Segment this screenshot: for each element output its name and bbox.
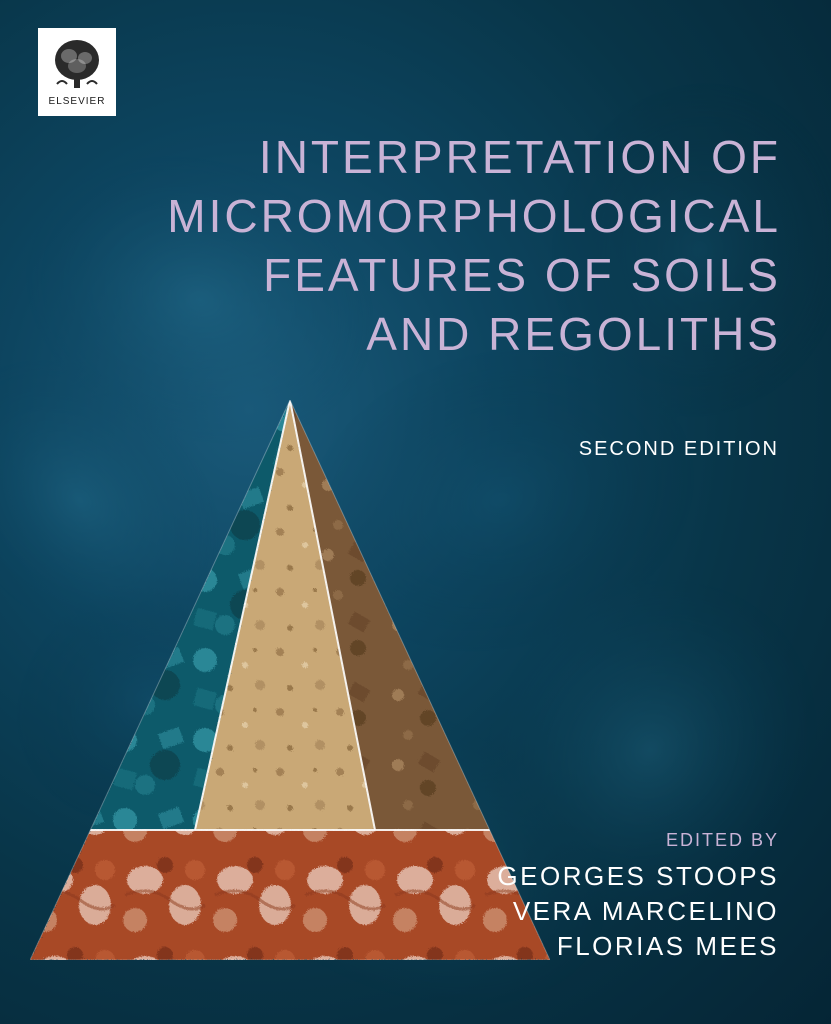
cover-triangle-graphic bbox=[30, 400, 550, 960]
publisher-name: ELSEVIER bbox=[49, 96, 106, 107]
edited-by-label: EDITED BY bbox=[497, 830, 779, 851]
title-line-2: MICROMORPHOLOGICAL bbox=[167, 187, 781, 246]
editor-name-2: VERA MARCELINO bbox=[497, 894, 779, 929]
editors-block: EDITED BY GEORGES STOOPS VERA MARCELINO … bbox=[497, 830, 779, 964]
title-line-4: AND REGOLITHS bbox=[167, 305, 781, 364]
title-line-3: FEATURES OF SOILS bbox=[167, 246, 781, 305]
editor-name-1: GEORGES STOOPS bbox=[497, 859, 779, 894]
publisher-logo: ELSEVIER bbox=[38, 28, 116, 116]
book-cover: ELSEVIER INTERPRETATION OF MICROMORPHOLO… bbox=[0, 0, 831, 1024]
title-block: INTERPRETATION OF MICROMORPHOLOGICAL FEA… bbox=[167, 128, 781, 364]
edition-label: SECOND EDITION bbox=[579, 438, 779, 461]
editor-name-3: FLORIAS MEES bbox=[497, 929, 779, 964]
elsevier-tree-icon bbox=[47, 36, 107, 90]
title-line-1: INTERPRETATION OF bbox=[167, 128, 781, 187]
triangle-segment-bottom bbox=[30, 830, 550, 960]
